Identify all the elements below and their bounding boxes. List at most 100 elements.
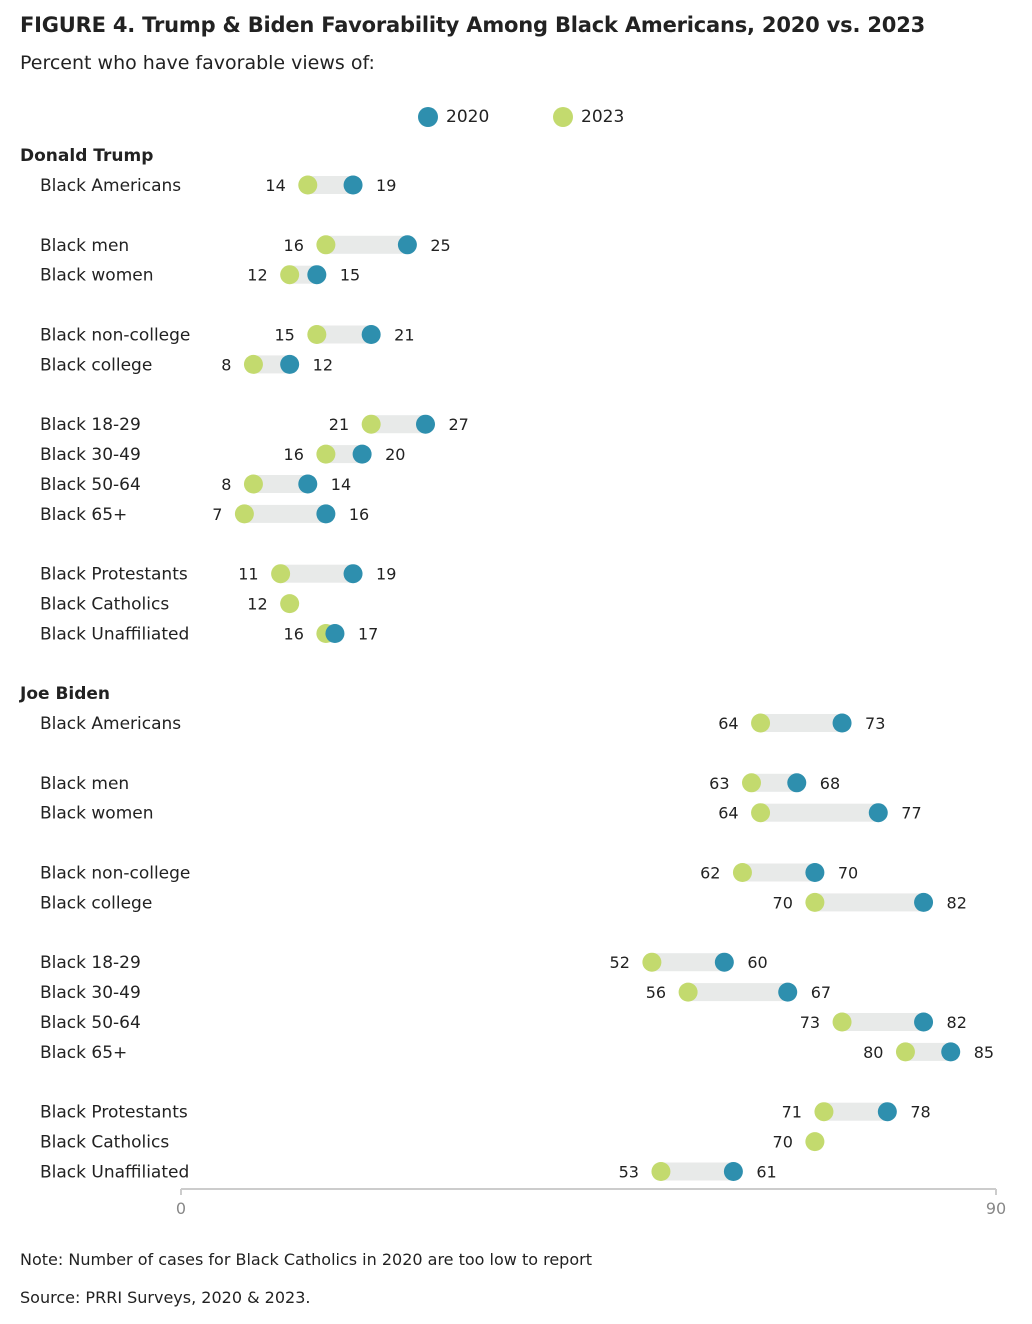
value-label-low: 8 xyxy=(221,355,231,374)
row-label: Black Protestants xyxy=(40,565,188,585)
legend-item-2020: 2020 xyxy=(418,107,489,127)
dot-2020 xyxy=(343,175,363,195)
value-label-high: 61 xyxy=(756,1163,776,1182)
row-label: Black non-college xyxy=(40,326,190,346)
value-label-high: 78 xyxy=(910,1103,930,1122)
range-bar xyxy=(751,773,797,792)
row-label: Black Americans xyxy=(40,176,181,196)
legend-label-2023: 2023 xyxy=(581,107,625,127)
value-label-low: 53 xyxy=(619,1163,639,1182)
value-label-low: 52 xyxy=(610,953,630,972)
section-header: Donald Trump xyxy=(20,146,153,166)
value-label-low: 16 xyxy=(284,625,304,644)
value-label-high: 20 xyxy=(385,445,405,464)
dot-2023 xyxy=(814,1102,834,1122)
value-label-low: 64 xyxy=(718,804,738,823)
range-bar xyxy=(253,355,290,374)
dot-2023 xyxy=(895,1042,915,1062)
value-label-low: 64 xyxy=(718,714,738,733)
value-label-low: 71 xyxy=(782,1103,802,1122)
source-note: Source: PRRI Surveys, 2020 & 2023. xyxy=(20,1288,311,1307)
row-label: Black 30-49 xyxy=(40,445,141,465)
row-label: Black 18-29 xyxy=(40,415,141,435)
value-label-low: 21 xyxy=(329,415,349,434)
dot-2020 xyxy=(914,892,934,912)
value-label-low: 16 xyxy=(284,236,304,255)
value-label-low: 70 xyxy=(773,893,793,912)
row-label: Black Catholics xyxy=(40,595,169,615)
dot-2023 xyxy=(234,504,254,524)
value-label-high: 85 xyxy=(974,1043,994,1062)
dot-2020 xyxy=(714,952,734,972)
value-label-high: 82 xyxy=(947,893,967,912)
value-label-low: 80 xyxy=(863,1043,883,1062)
value-label-low: 15 xyxy=(274,326,294,345)
row-label: Black 50-64 xyxy=(40,1013,141,1033)
row-label: Black women xyxy=(40,804,154,824)
range-bar xyxy=(688,983,788,1002)
dot-2020 xyxy=(325,624,345,643)
dot-2020 xyxy=(723,1162,743,1181)
dot-2023 xyxy=(307,325,327,344)
range-bar xyxy=(651,953,725,972)
legend-swatch-2023 xyxy=(553,107,573,127)
value-label-low: 7 xyxy=(212,505,222,524)
dot-2023 xyxy=(751,713,771,733)
dot-2023 xyxy=(678,982,698,1002)
range-bar xyxy=(307,176,354,194)
range-bar xyxy=(244,504,326,523)
chart-subtitle: Percent who have favorable views of: xyxy=(20,52,375,74)
range-bar xyxy=(742,863,815,882)
row-label: Black men xyxy=(40,236,129,256)
value-label-high: 19 xyxy=(376,565,396,584)
dot-2020 xyxy=(280,354,300,374)
dot-2023 xyxy=(751,803,771,823)
dot-2020 xyxy=(352,444,372,464)
row-label: Black Americans xyxy=(40,714,181,734)
value-label-high: 77 xyxy=(901,804,921,823)
value-label-high: 21 xyxy=(394,326,414,345)
dot-2023 xyxy=(298,175,318,195)
value-label-low: 62 xyxy=(700,864,720,883)
dot-2023 xyxy=(243,474,263,494)
section-header: Joe Biden xyxy=(19,684,110,704)
dot-2023 xyxy=(742,773,761,793)
x-tick-label: 0 xyxy=(176,1199,186,1218)
row-label: Black 65+ xyxy=(40,505,127,525)
legend-swatch-2020 xyxy=(418,107,438,127)
dot-2023 xyxy=(243,354,263,374)
value-label-low: 16 xyxy=(284,445,304,464)
value-label-low: 63 xyxy=(709,774,729,793)
value-label-low: 11 xyxy=(238,565,258,584)
row-label: Black Protestants xyxy=(40,1103,188,1123)
range-bar xyxy=(660,1162,734,1181)
value-label-low: 14 xyxy=(265,176,285,195)
row-label: Black men xyxy=(40,774,129,794)
dot-2023 xyxy=(280,594,300,614)
dot-2023 xyxy=(832,1012,852,1032)
row-label: Black 18-29 xyxy=(40,953,141,973)
dot-2020 xyxy=(868,803,888,823)
dot-2020 xyxy=(397,235,417,255)
value-label-high: 19 xyxy=(376,176,396,195)
range-bar xyxy=(814,893,924,912)
dot-2020 xyxy=(316,504,336,524)
dot-2020 xyxy=(914,1012,934,1032)
chart-title: FIGURE 4. Trump & Biden Favorability Amo… xyxy=(20,13,926,37)
dot-2023 xyxy=(732,863,752,882)
value-label-high: 17 xyxy=(358,625,378,644)
dot-2020 xyxy=(361,325,381,344)
legend-label-2020: 2020 xyxy=(446,107,490,127)
dot-2020 xyxy=(307,265,327,285)
value-label-low: 73 xyxy=(800,1013,820,1032)
dot-2023 xyxy=(316,235,336,255)
value-label-low: 12 xyxy=(247,266,267,285)
value-label-high: 70 xyxy=(838,864,858,883)
range-bar xyxy=(760,714,843,732)
row-label: Black college xyxy=(40,893,152,913)
range-bar xyxy=(905,1042,951,1061)
row-label: Black Unaffiliated xyxy=(40,625,189,645)
dot-2020 xyxy=(343,564,363,584)
dot-2020 xyxy=(805,863,825,882)
value-label-high: 25 xyxy=(430,236,450,255)
